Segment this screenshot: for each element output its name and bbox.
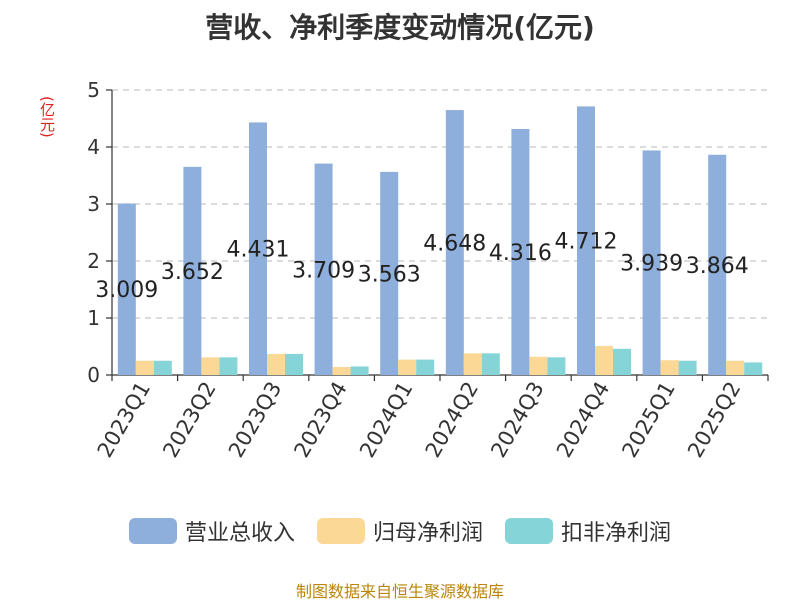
x-tick-label: 2023Q3 bbox=[224, 378, 286, 462]
x-tick-label: 2025Q2 bbox=[683, 378, 745, 462]
y-tick-label: 0 bbox=[87, 363, 100, 387]
bar-deducted-net-profit bbox=[481, 353, 500, 375]
data-label: 3.652 bbox=[161, 260, 224, 285]
x-tick-label: 2024Q2 bbox=[421, 378, 483, 462]
data-label: 3.563 bbox=[358, 262, 421, 287]
y-tick-label: 2 bbox=[87, 249, 100, 273]
legend-label: 归母净利润 bbox=[372, 521, 483, 546]
source-note: 制图数据来自恒生聚源数据库 bbox=[295, 582, 504, 601]
bar-revenue bbox=[380, 171, 399, 375]
bar-deducted-net-profit bbox=[350, 366, 369, 375]
bar-revenue bbox=[577, 106, 595, 375]
bar-revenue bbox=[445, 110, 464, 376]
bar-net-profit bbox=[398, 359, 417, 375]
legend-label: 扣非净利润 bbox=[561, 521, 672, 546]
bar-net-profit bbox=[529, 356, 548, 375]
chart-title: 营收、净利季度变动情况(亿元) bbox=[205, 11, 595, 44]
data-label: 4.316 bbox=[489, 241, 552, 266]
legend-swatch bbox=[316, 518, 365, 544]
data-label: 3.939 bbox=[620, 252, 683, 277]
bar-deducted-net-profit bbox=[153, 360, 172, 375]
data-label: 3.009 bbox=[95, 278, 158, 303]
x-tick-label: 2024Q4 bbox=[552, 378, 614, 462]
x-tick-label: 2024Q1 bbox=[355, 378, 417, 462]
bar-deducted-net-profit bbox=[678, 360, 697, 375]
y-tick-label: 1 bbox=[87, 306, 100, 330]
bar-deducted-net-profit bbox=[285, 353, 303, 375]
bar-net-profit bbox=[332, 367, 351, 375]
bar-net-profit bbox=[267, 353, 285, 375]
bar-revenue bbox=[511, 128, 530, 375]
bar-revenue bbox=[314, 163, 333, 375]
bar-deducted-net-profit bbox=[219, 357, 238, 375]
data-label: 4.431 bbox=[227, 238, 290, 263]
bar-net-profit bbox=[726, 360, 745, 375]
bar-deducted-net-profit bbox=[547, 357, 566, 375]
legend-item[interactable]: 扣非净利润 bbox=[505, 515, 671, 547]
bar-deducted-net-profit bbox=[744, 362, 763, 375]
x-tick-label: 2023Q2 bbox=[158, 378, 220, 462]
x-tick-label: 2024Q3 bbox=[486, 378, 548, 462]
bar-revenue bbox=[249, 122, 267, 375]
bar-revenue bbox=[708, 154, 727, 375]
x-tick-label: 2023Q4 bbox=[289, 378, 351, 462]
y-tick-label: 4 bbox=[87, 135, 100, 159]
legend-swatch bbox=[505, 518, 553, 544]
x-tick-label: 2023Q1 bbox=[93, 378, 155, 462]
bar-net-profit bbox=[201, 357, 220, 375]
bar-deducted-net-profit bbox=[613, 348, 631, 375]
y-tick-label: 3 bbox=[87, 192, 100, 216]
data-label: 4.648 bbox=[423, 232, 486, 257]
legend-label: 营业总收入 bbox=[184, 521, 295, 546]
legend-swatch bbox=[128, 518, 177, 544]
data-label: 3.864 bbox=[686, 254, 749, 279]
bar-revenue bbox=[642, 150, 661, 375]
data-label: 3.709 bbox=[292, 258, 355, 283]
legend-item[interactable]: 归母净利润 bbox=[316, 515, 483, 547]
bar-net-profit bbox=[135, 360, 154, 375]
y-tick-label: 5 bbox=[87, 78, 100, 102]
y-axis-unit-label: (亿元) bbox=[38, 96, 56, 138]
bar-net-profit bbox=[660, 360, 679, 375]
bar-net-profit bbox=[595, 345, 613, 375]
data-label: 4.712 bbox=[555, 230, 618, 255]
x-tick-label: 2025Q1 bbox=[617, 378, 679, 462]
bar-revenue bbox=[117, 203, 136, 375]
bar-revenue bbox=[183, 166, 202, 375]
legend: 营业总收入 归母净利润 扣非净利润 bbox=[0, 515, 800, 547]
bar-net-profit bbox=[463, 353, 482, 375]
bar-deducted-net-profit bbox=[416, 359, 435, 375]
legend-item[interactable]: 营业总收入 bbox=[128, 515, 295, 547]
bars bbox=[117, 106, 763, 376]
